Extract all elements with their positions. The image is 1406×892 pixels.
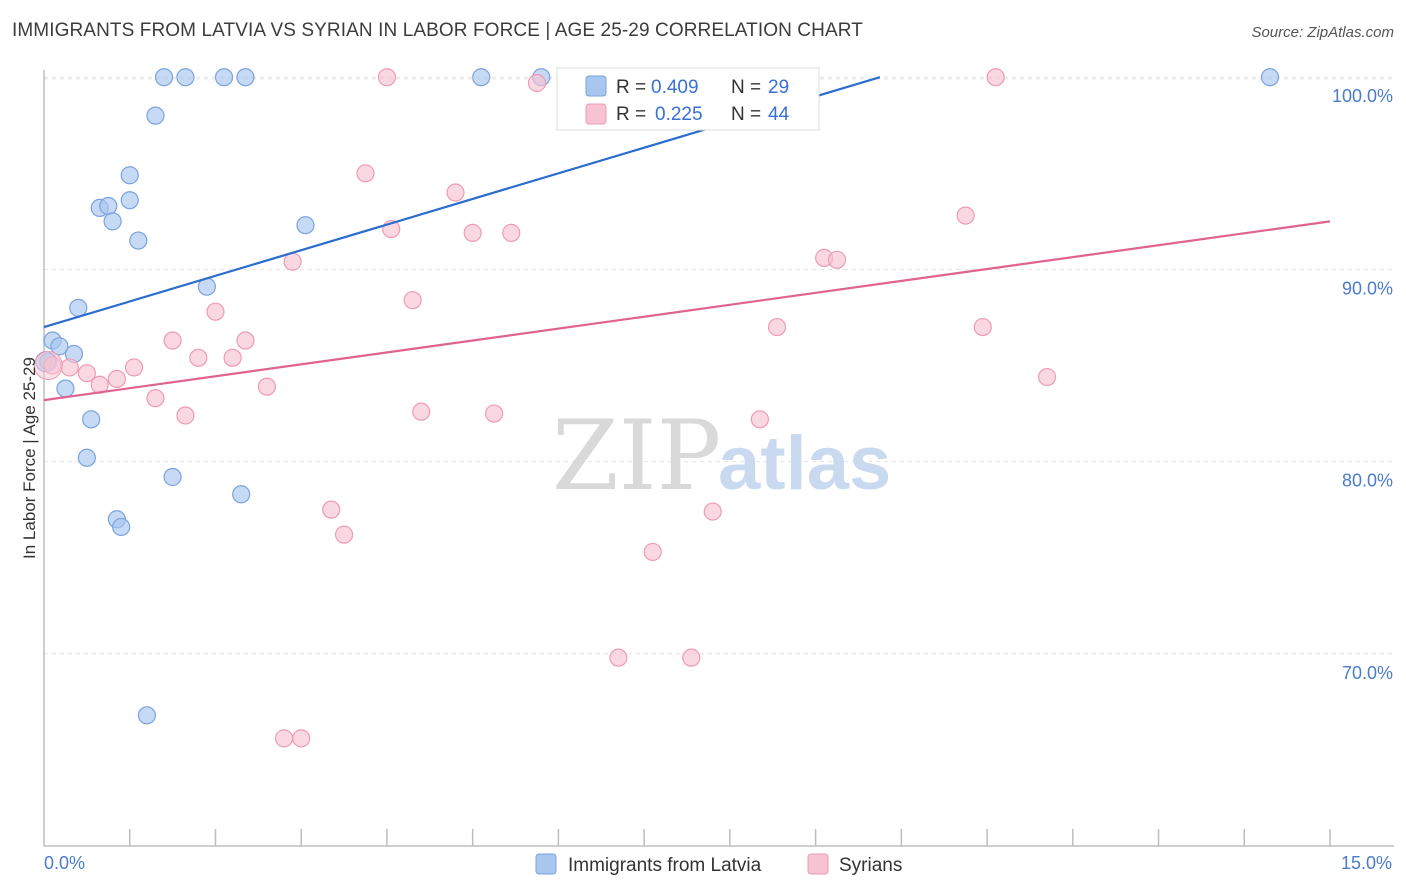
latvia-point-19 [214, 68, 234, 87]
y-tick-label-80: 80.0% [1342, 471, 1393, 491]
syrians-point-21 [446, 183, 465, 202]
syrians-point-6 [146, 389, 165, 408]
syrians-point-33 [609, 648, 628, 667]
syrians-point-10 [206, 302, 225, 321]
syrians-point-36 [703, 502, 722, 521]
y-tick-label-90: 90.0% [1342, 278, 1393, 298]
latvia-point-12 [103, 212, 122, 231]
y-axis-label: In Labor Force | Age 25-29 [20, 357, 39, 559]
legend-n-label-latvia: N = [731, 77, 761, 98]
x-tick-label-left: 0.0% [44, 853, 85, 873]
syrians-point-2 [77, 364, 96, 383]
latvia-point-13 [120, 191, 139, 210]
legend-r-label-syrians: R = [616, 104, 646, 125]
syrians-point-22 [463, 223, 482, 242]
syrians-point-40 [827, 250, 847, 269]
legend-r-label-latvia: R = [616, 77, 646, 98]
latvia-point-18 [176, 68, 195, 87]
syrians-point-4 [107, 369, 126, 389]
syrians-point-12 [236, 331, 255, 350]
latvia-point-17 [154, 68, 174, 87]
bottom-legend-label-syrians: Syrians [839, 855, 902, 876]
bottom-legend-swatch-syrians [807, 853, 829, 875]
syrians-point-43 [1037, 367, 1057, 387]
latvia-point-5 [69, 298, 88, 317]
latvia-point-2 [50, 337, 69, 356]
latvia-point-11 [99, 196, 118, 216]
bottom-legend-swatch-latvia [535, 853, 557, 875]
legend-r-value-latvia: 0.409 [651, 77, 699, 98]
syrians-point-8 [176, 406, 195, 425]
syrians-point-15 [322, 500, 341, 519]
syrians-point-41 [956, 206, 975, 225]
latvia-point-4 [56, 379, 75, 398]
syrians-point-30 [986, 68, 1005, 87]
watermark-atlas: atlas [718, 421, 891, 506]
syrians-trend-line [43, 220, 1331, 402]
syrians-point-31 [292, 729, 311, 748]
legend-swatch-latvia [585, 75, 607, 97]
latvia-point-24 [296, 216, 315, 235]
syrians-point-14 [283, 252, 302, 271]
latvia-point-28 [1260, 68, 1280, 87]
syrians-point-23 [485, 404, 504, 423]
syrians-cluster-marker [33, 351, 63, 381]
latvia-point-20 [236, 68, 255, 87]
legend-r-value-syrians: 0.225 [655, 104, 703, 125]
latvia-point-23 [232, 485, 251, 504]
series-legend: Immigrants from Latvia Syrians [535, 853, 902, 876]
series-latvia-points [35, 68, 1280, 725]
syrians-point-32 [274, 729, 294, 748]
gridlines [44, 76, 1394, 655]
syrians-point-5 [124, 358, 144, 377]
latvia-point-26 [472, 68, 491, 87]
syrians-point-34 [682, 648, 701, 667]
syrians-point-19 [403, 291, 422, 310]
syrians-point-17 [356, 164, 375, 183]
source-label: Source: ZipAtlas.com [1251, 24, 1394, 41]
latvia-point-15 [129, 231, 148, 250]
syrians-point-42 [973, 317, 992, 337]
syrians-point-37 [750, 410, 769, 429]
x-tick-label-right: 15.0% [1341, 853, 1392, 873]
latvia-point-14 [120, 166, 139, 185]
syrians-point-38 [767, 317, 787, 337]
syrians-point-13 [257, 377, 277, 396]
legend-n-label-syrians: N = [731, 104, 761, 125]
y-tick-label-70: 70.0% [1342, 663, 1393, 683]
latvia-point-16 [146, 106, 165, 125]
x-tick-marks [128, 829, 1331, 846]
latvia-point-22 [163, 467, 182, 487]
syrians-point-35 [643, 542, 662, 562]
syrians-point-9 [189, 348, 208, 367]
syrians-point-7 [163, 331, 182, 350]
y-tick-labels: 100.0% 90.0% 80.0% 70.0% [1332, 86, 1393, 683]
watermark-zip: ZIP [552, 400, 721, 512]
chart-title: IMMIGRANTS FROM LATVIA VS SYRIAN IN LABO… [12, 20, 863, 41]
latvia-point-9 [112, 517, 131, 537]
correlation-legend: R = 0.409 N = 29 R = 0.225 N = 44 [556, 67, 820, 131]
latvia-point-6 [82, 410, 101, 429]
syrians-point-1 [60, 358, 79, 377]
bottom-legend-label-latvia: Immigrants from Latvia [568, 855, 762, 876]
syrians-point-26 [527, 73, 547, 93]
legend-n-value-syrians: 44 [768, 104, 790, 125]
latvia-point-7 [77, 448, 96, 467]
latvia-point-25 [137, 706, 156, 725]
legend-swatch-syrians [585, 103, 607, 125]
syrians-point-20 [412, 402, 431, 421]
series-syrians-points [33, 68, 1057, 748]
legend-n-value-latvia: 29 [768, 77, 789, 98]
syrians-point-25 [377, 68, 397, 87]
syrians-point-16 [334, 525, 354, 544]
axes [43, 70, 1394, 847]
syrians-point-11 [223, 348, 242, 367]
syrians-point-24 [502, 223, 521, 242]
y-tick-label-100: 100.0% [1332, 86, 1393, 106]
